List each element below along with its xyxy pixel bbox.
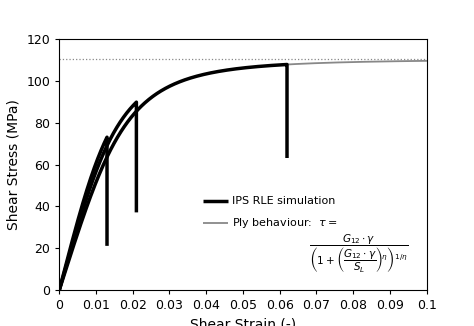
Text: Ply behaviour:  $\tau = $: Ply behaviour: $\tau = $ xyxy=(232,216,337,230)
X-axis label: Shear Strain (-): Shear Strain (-) xyxy=(190,318,296,326)
Text: $\dfrac{G_{12} \cdot \gamma}{\left(1+\left(\dfrac{G_{12} \cdot \gamma}{S_L}\righ: $\dfrac{G_{12} \cdot \gamma}{\left(1+\le… xyxy=(309,233,409,275)
Y-axis label: Shear Stress (MPa): Shear Stress (MPa) xyxy=(7,99,21,230)
FancyBboxPatch shape xyxy=(195,180,423,280)
Text: IPS RLE simulation: IPS RLE simulation xyxy=(232,196,335,206)
